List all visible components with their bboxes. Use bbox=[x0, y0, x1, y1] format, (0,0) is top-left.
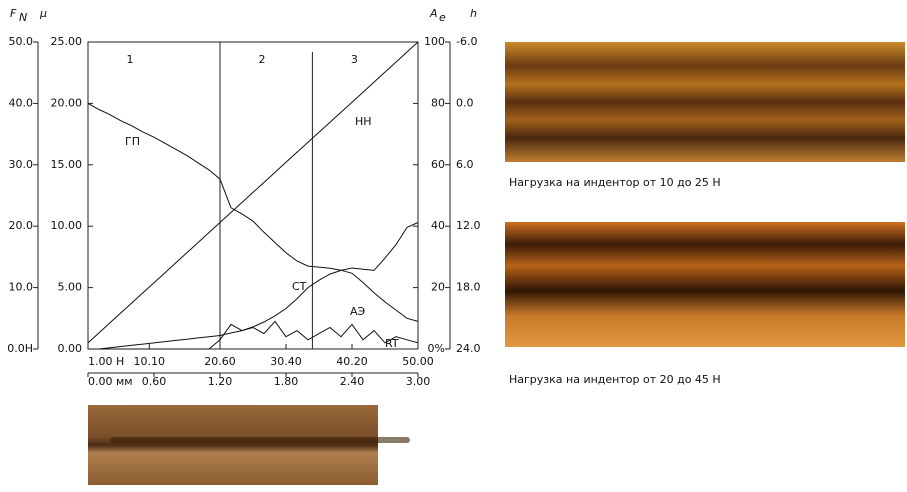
y-tick-label: 20.0 bbox=[9, 219, 34, 232]
y-tick-label: 40.0 bbox=[9, 96, 34, 109]
series-label: ГП bbox=[125, 135, 140, 148]
y-tick-label: 0.00 bbox=[58, 342, 83, 355]
x2-tick-label: 30.40 bbox=[270, 355, 302, 368]
y-tick-label: 50.0 bbox=[9, 35, 34, 48]
series-label: НН bbox=[355, 115, 372, 128]
annotation: RT bbox=[385, 337, 399, 350]
y-tick-label: 20.00 bbox=[51, 96, 83, 109]
x2-tick-label: 50.00 bbox=[402, 355, 434, 368]
photo bbox=[505, 42, 905, 162]
axis-label: μ bbox=[39, 7, 47, 20]
zone-label: 1 bbox=[127, 53, 134, 66]
y-tick-label: 24.0 bbox=[456, 342, 481, 355]
plot-frame bbox=[88, 42, 418, 349]
axis-label-sub: N bbox=[19, 11, 27, 24]
series-line bbox=[88, 42, 418, 343]
photo bbox=[88, 405, 378, 485]
zone-label: 2 bbox=[259, 53, 266, 66]
y-tick-label: -6.0 bbox=[456, 35, 477, 48]
y-tick-label: 10.0 bbox=[9, 281, 34, 294]
x2-tick-label: 40.20 bbox=[336, 355, 368, 368]
axis-label: h bbox=[470, 7, 477, 20]
page: Нагрузка на индентор от 10 до 25 Н Нагру… bbox=[0, 0, 907, 488]
y-tick-label: 0.0H bbox=[7, 342, 33, 355]
y-tick-label: 5.00 bbox=[58, 281, 83, 294]
photo bbox=[505, 222, 905, 347]
y-tick-label: 20 bbox=[431, 281, 445, 294]
y-tick-label: 6.0 bbox=[456, 158, 474, 171]
series-label: СТ bbox=[292, 280, 307, 293]
series-label: АЭ bbox=[350, 305, 366, 318]
series-line bbox=[88, 223, 418, 350]
y-tick-label: 30.0 bbox=[9, 158, 34, 171]
x2-tick-label: 20.60 bbox=[204, 355, 236, 368]
y-tick-label: 12.0 bbox=[456, 219, 481, 232]
x2-tick-label: 1.00 H bbox=[88, 355, 124, 368]
y-tick-label: 0.0 bbox=[456, 96, 474, 109]
x2-tick-label: 10.10 bbox=[134, 355, 166, 368]
y-tick-label: 25.00 bbox=[51, 35, 83, 48]
axis-label: F bbox=[10, 7, 17, 20]
y-tick-label: 100 bbox=[424, 35, 445, 48]
axis-label-sub: e bbox=[439, 11, 446, 24]
zone-label: 3 bbox=[351, 53, 358, 66]
y-tick-label: 60 bbox=[431, 158, 445, 171]
caption: Нагрузка на индентор от 10 до 25 Н bbox=[509, 176, 721, 189]
x-tick-label: 0.00 мм bbox=[88, 375, 133, 388]
y-tick-label: 10.00 bbox=[51, 219, 83, 232]
y-tick-label: 40 bbox=[431, 219, 445, 232]
axis-label: A bbox=[429, 7, 438, 20]
y-tick-label: 15.00 bbox=[51, 158, 83, 171]
scratch-track bbox=[110, 437, 410, 443]
caption: Нагрузка на индентор от 20 до 45 Н bbox=[509, 373, 721, 386]
y-tick-label: 18.0 bbox=[456, 281, 481, 294]
y-tick-label: 0% bbox=[428, 342, 445, 355]
y-tick-label: 80 bbox=[431, 96, 445, 109]
